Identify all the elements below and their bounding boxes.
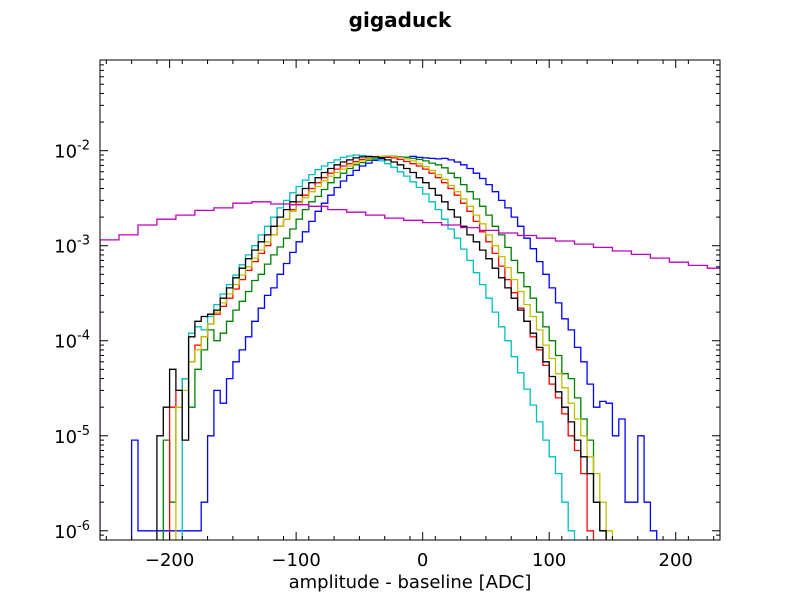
series-line-4 [181, 154, 576, 540]
series-line-6 [156, 155, 607, 540]
x-tick-label: −100 [271, 550, 320, 571]
y-tick-label: 10-2 [54, 139, 90, 163]
series-line-1 [130, 155, 658, 540]
series-layer [100, 154, 720, 540]
plot-frame [99, 59, 721, 541]
tick-layer: −200 −100 0 100 200 10-6 10-5 10-4 10-3 10-2 [54, 59, 720, 571]
y-tick-label: 10-5 [54, 424, 90, 448]
plot-area [100, 60, 720, 540]
y-tick-label: 10-6 [54, 519, 90, 543]
y-tick-label: 10-4 [54, 329, 90, 353]
x-tick-label: 100 [532, 550, 566, 571]
series-line-5 [175, 155, 614, 540]
x-tick-label: 200 [659, 550, 693, 571]
x-axis-label: amplitude - baseline [ADC] [289, 572, 532, 593]
y-tick-label: 10-3 [54, 234, 90, 258]
x-tick-label: −200 [145, 550, 194, 571]
x-tick-label: 0 [417, 550, 428, 571]
series-line-7 [100, 201, 720, 540]
chart-title: gigaduck [348, 8, 452, 32]
